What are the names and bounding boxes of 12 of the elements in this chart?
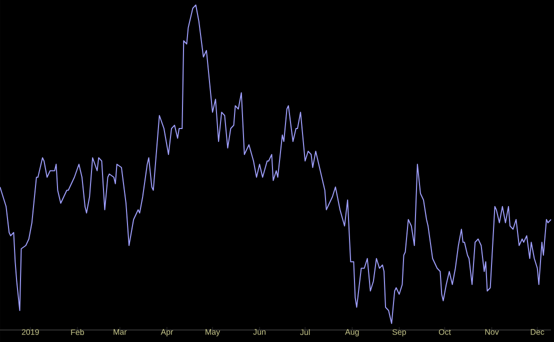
x-tick-label: Feb (71, 329, 84, 336)
x-tick-label: May (206, 329, 220, 336)
x-tick-label: 2019 (22, 329, 39, 335)
x-tick-label: Aug (345, 329, 359, 336)
x-tick-label: Apr (160, 329, 174, 336)
x-tick-label: Jul (300, 329, 310, 336)
x-tick-label: Dec (530, 329, 544, 335)
x-tick-label: Mar (114, 329, 127, 335)
x-tick-label: Sep (392, 329, 406, 336)
x-tick-label: Nov (485, 329, 499, 335)
x-tick-label: Jun (253, 329, 266, 335)
x-tick-label: Oct (438, 329, 451, 335)
